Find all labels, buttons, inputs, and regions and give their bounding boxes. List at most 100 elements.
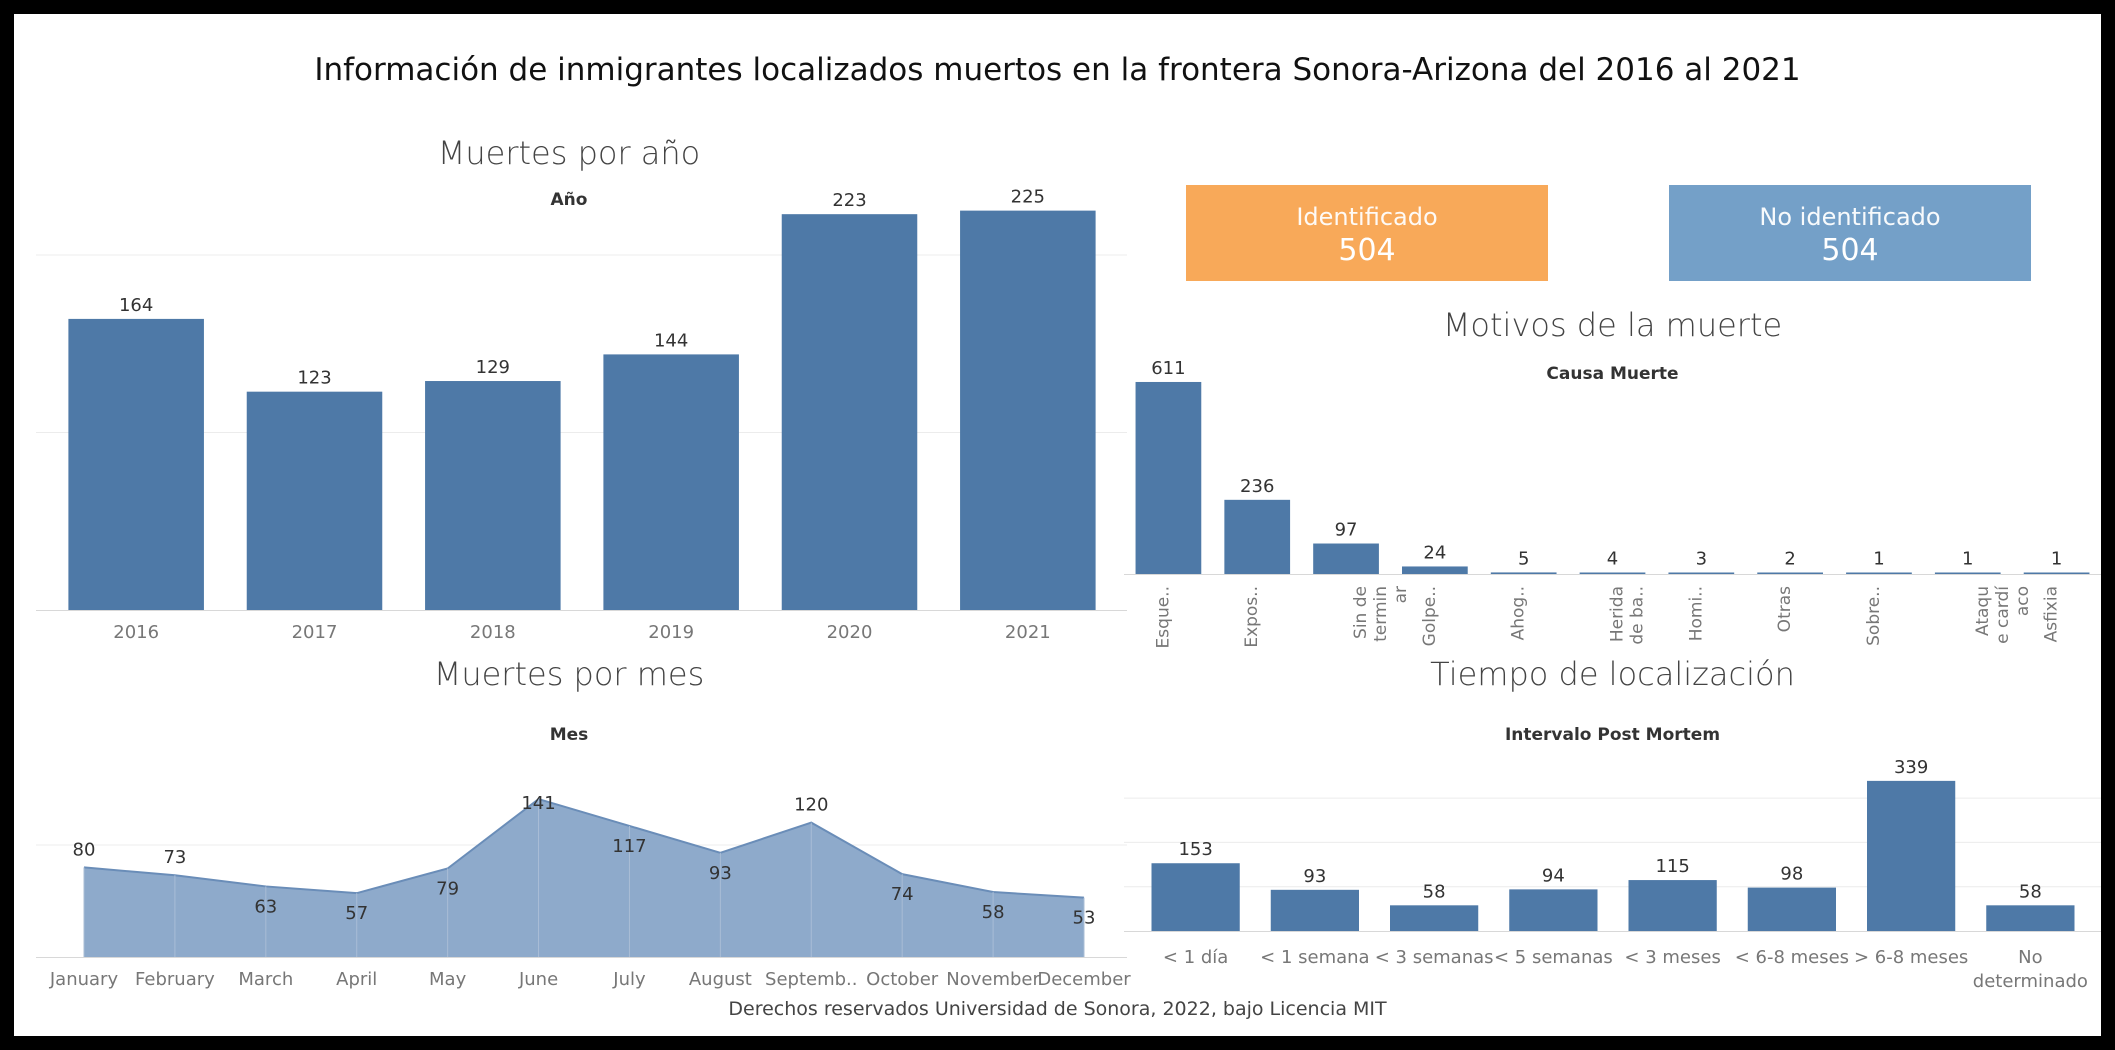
bar bbox=[1390, 905, 1479, 931]
tick-label: 2017 bbox=[292, 622, 338, 643]
tick-label: Septemb.. bbox=[765, 969, 857, 990]
bar bbox=[1509, 889, 1598, 931]
tick-label: 2020 bbox=[827, 622, 873, 643]
bar bbox=[1986, 905, 2075, 931]
tick-label: No determinado bbox=[1973, 947, 2088, 992]
tick-label: < 6-8 meses bbox=[1735, 947, 1849, 968]
data-label: 123 bbox=[297, 368, 331, 389]
bar bbox=[603, 354, 739, 610]
bar bbox=[1135, 381, 1202, 574]
cause-chart-axis-title: Causa Muerte bbox=[1546, 364, 1679, 384]
data-label: 144 bbox=[654, 330, 688, 351]
bar bbox=[1867, 780, 1956, 931]
dashboard-title: Información de inmigrantes localizados m… bbox=[314, 52, 1801, 88]
tick-label: January bbox=[49, 969, 119, 990]
tick-label: < 3 semanas bbox=[1375, 947, 1494, 968]
identified-kpi-label: Identificado bbox=[1296, 203, 1438, 231]
tick-label: November bbox=[946, 969, 1040, 990]
bar bbox=[1151, 863, 1240, 931]
data-label: 5 bbox=[1518, 548, 1529, 569]
bar bbox=[1757, 572, 1823, 574]
data-label: 98 bbox=[1780, 864, 1803, 885]
data-label: 3 bbox=[1696, 549, 1707, 570]
bar bbox=[960, 210, 1096, 610]
time-bar-chart: 153 < 1 día 93 < 1 semana 58 < 3 semanas 94 < 5… bbox=[1124, 757, 2101, 992]
year-chart-axis-title: Año bbox=[550, 190, 588, 210]
data-label: 2 bbox=[1784, 549, 1795, 570]
data-label: 1 bbox=[1962, 549, 1973, 570]
tick-label: April bbox=[336, 969, 377, 990]
bar bbox=[2023, 572, 2090, 574]
time-chart-title: Tiempo de localización bbox=[1430, 655, 1795, 693]
bar bbox=[781, 214, 918, 611]
tick-label: Otras bbox=[1775, 586, 1795, 632]
data-label: 80 bbox=[73, 839, 96, 860]
tick-label: Asfixia bbox=[2042, 586, 2062, 642]
bar bbox=[1313, 543, 1379, 574]
tick-label: < 5 semanas bbox=[1494, 947, 1613, 968]
dashboard: Información de inmigrantes localizados m… bbox=[14, 14, 2101, 1036]
tick-label: < 1 día bbox=[1163, 947, 1228, 968]
bar bbox=[1747, 887, 1836, 931]
data-label: 58 bbox=[2019, 881, 2042, 902]
tick-label: August bbox=[689, 969, 752, 990]
data-label: 79 bbox=[436, 879, 459, 900]
tick-label: 2019 bbox=[648, 622, 694, 643]
bar bbox=[1402, 566, 1468, 574]
tick-label: Esque.. bbox=[1153, 586, 1173, 648]
data-label: 117 bbox=[612, 836, 646, 857]
tick-label: < 3 meses bbox=[1624, 947, 1720, 968]
unidentified-kpi-value: 504 bbox=[1821, 233, 1879, 268]
data-label: 164 bbox=[119, 295, 153, 316]
tick-label: < 1 semana bbox=[1260, 947, 1369, 968]
data-label: 73 bbox=[163, 847, 186, 868]
tick-label: October bbox=[866, 969, 939, 990]
data-label: 129 bbox=[476, 357, 510, 378]
tick-label: Homi.. bbox=[1686, 586, 1706, 641]
data-label: 339 bbox=[1894, 757, 1928, 778]
tick-label: December bbox=[1037, 969, 1131, 990]
tick-label: July bbox=[612, 969, 646, 990]
bar bbox=[1579, 572, 1646, 574]
tick-label: March bbox=[238, 969, 293, 990]
bar bbox=[1934, 572, 2001, 574]
tick-label: Ataque cardíaco bbox=[1973, 585, 2033, 644]
data-label: 53 bbox=[1073, 908, 1096, 929]
cause-chart-title: Motivos de la muerte bbox=[1442, 306, 1783, 344]
tick-label: 2018 bbox=[470, 622, 516, 643]
area-fill bbox=[84, 799, 1084, 957]
tick-label: June bbox=[518, 969, 558, 990]
tick-label: Expos.. bbox=[1242, 586, 1262, 648]
year-chart-title: Muertes por año bbox=[437, 134, 701, 172]
data-label: 93 bbox=[1303, 866, 1326, 887]
data-label: 94 bbox=[1542, 865, 1565, 886]
month-chart-axis-title: Mes bbox=[549, 725, 589, 745]
tick-label: Heridade ba.. bbox=[1608, 586, 1648, 645]
bar bbox=[1224, 499, 1291, 574]
tick-label: 2021 bbox=[1005, 622, 1051, 643]
month-chart-title: Muertes por mes bbox=[433, 655, 705, 693]
bar bbox=[1270, 889, 1359, 931]
data-label: 1 bbox=[2051, 549, 2062, 570]
data-label: 74 bbox=[891, 884, 914, 905]
bar bbox=[1628, 880, 1717, 931]
bar bbox=[1668, 572, 1735, 574]
identified-kpi-card[interactable]: Identificado 504 bbox=[1186, 185, 1548, 281]
bar bbox=[425, 381, 561, 610]
data-label: 236 bbox=[1240, 476, 1274, 497]
identified-kpi-value: 504 bbox=[1338, 233, 1396, 268]
data-label: 58 bbox=[982, 902, 1005, 923]
data-label: 120 bbox=[794, 795, 828, 816]
tick-label: Sin determinar bbox=[1351, 586, 1411, 642]
data-label: 93 bbox=[709, 863, 732, 884]
tick-label: 2016 bbox=[113, 622, 159, 643]
tick-label: Golpe.. bbox=[1420, 586, 1440, 646]
data-label: 97 bbox=[1335, 520, 1358, 541]
data-label: 57 bbox=[345, 903, 368, 924]
bar bbox=[246, 391, 383, 610]
unidentified-kpi-card[interactable]: No identificado 504 bbox=[1669, 185, 2031, 281]
unidentified-kpi-label: No identificado bbox=[1759, 203, 1941, 231]
year-bar-chart: 164 2016 123 2017 129 2018 144 2019 223 2020 225 20… bbox=[36, 187, 1127, 643]
data-label: 225 bbox=[1011, 187, 1045, 208]
